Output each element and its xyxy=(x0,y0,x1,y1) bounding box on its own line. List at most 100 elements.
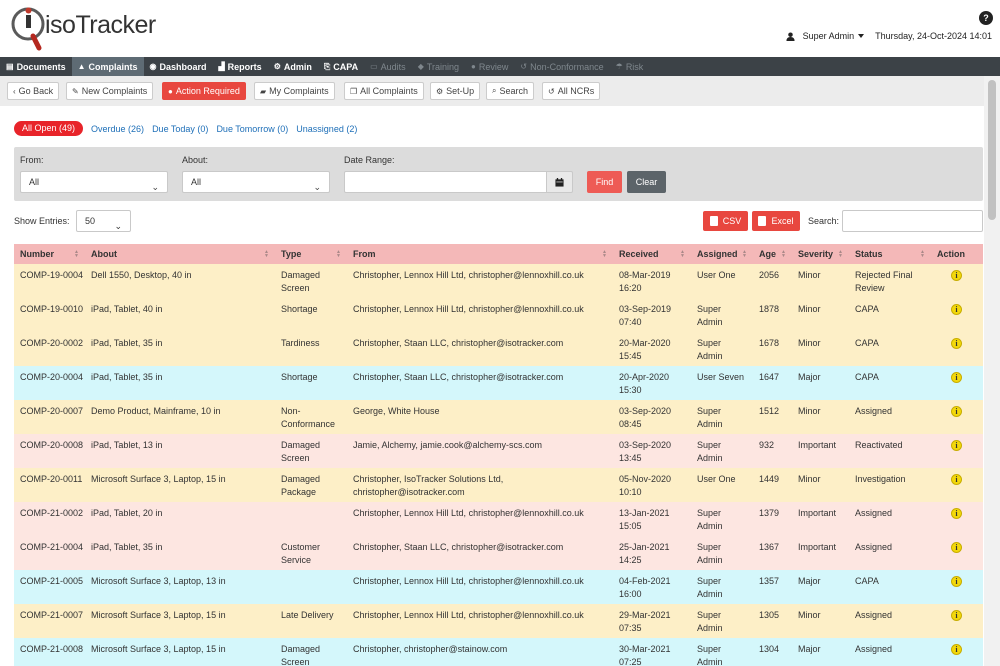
nav-dashboard[interactable]: ◉ Dashboard xyxy=(144,57,213,76)
complaints-table: Number ▲ ▼ About ▲ ▼ Type ▲ ▼ From ▲ ▼ Received ▲ ▼ Ass… xyxy=(14,244,983,666)
csv-export-button[interactable]: CSV xyxy=(703,211,748,231)
info-icon[interactable]: i xyxy=(951,644,962,655)
column-header-assigned[interactable]: Assigned ▲ ▼ xyxy=(691,244,753,264)
set-up-button[interactable]: ⚙ Set-Up xyxy=(430,82,481,100)
cell-number: COMP-21-0002 xyxy=(20,508,84,518)
column-header-age[interactable]: Age ▲ ▼ xyxy=(753,244,792,264)
nav-complaints[interactable]: ▲ Complaints xyxy=(71,57,144,76)
user-name[interactable]: Super Admin xyxy=(802,31,855,41)
table-row[interactable]: COMP-21-0002 iPad, Tablet, 20 in Christoph… xyxy=(14,502,983,536)
info-icon[interactable]: i xyxy=(951,508,962,519)
sort-icon[interactable]: ▲ ▼ xyxy=(920,249,925,259)
cell-type: Shortage xyxy=(275,303,347,316)
new-complaints-button[interactable]: ✎ New Complaints xyxy=(66,82,154,100)
table-row[interactable]: COMP-19-0010 iPad, Tablet, 40 in Shortage C… xyxy=(14,298,983,332)
nav-training[interactable]: ◆ Training xyxy=(412,57,465,76)
caret-down-icon[interactable] xyxy=(858,34,865,38)
table-search-input[interactable] xyxy=(842,210,983,232)
info-icon[interactable]: i xyxy=(951,270,962,281)
sort-icon[interactable]: ▲ ▼ xyxy=(680,249,685,259)
go-back-button[interactable]: ‹ Go Back xyxy=(7,82,60,100)
filter-due-tomorrow[interactable]: Due Tomorrow (0) xyxy=(216,123,289,134)
table-row[interactable]: COMP-21-0005 Microsoft Surface 3, Laptop,… xyxy=(14,570,983,604)
about-select[interactable]: All ⌄ xyxy=(182,171,330,193)
filter-unassigned[interactable]: Unassigned (2) xyxy=(296,123,358,134)
info-icon[interactable]: i xyxy=(951,372,962,383)
csv-file-icon xyxy=(709,216,718,226)
table-row[interactable]: COMP-21-0008 Microsoft Surface 3, Laptop,… xyxy=(14,638,983,666)
cell-line: Christopher, Lennox Hill Ltd, christophe… xyxy=(353,610,584,620)
nav-audits[interactable]: ▭ Audits xyxy=(364,57,412,76)
help-icon[interactable]: ? xyxy=(979,11,993,25)
sort-icon[interactable]: ▲ ▼ xyxy=(264,249,269,259)
sort-icon[interactable]: ▲ ▼ xyxy=(602,249,607,259)
nav-risk[interactable]: ☂ Risk xyxy=(610,57,650,76)
cell-received: 08-Mar-2019 16:20 xyxy=(613,269,691,295)
user-menu[interactable]: Super Admin Thursday, 24-Oct-2024 14:01 xyxy=(786,31,992,41)
entries-per-page-select[interactable]: 50 ⌄ xyxy=(76,210,131,232)
all-ncrs-button[interactable]: ↺ All NCRs xyxy=(542,82,601,100)
search-button[interactable]: ⌕ Search xyxy=(486,82,535,100)
isotracker-logo[interactable]: isoTracker xyxy=(8,4,156,51)
all-complaints-button[interactable]: ❐ All Complaints xyxy=(344,82,424,100)
info-icon[interactable]: i xyxy=(951,406,962,417)
nav-documents[interactable]: ▤ Documents xyxy=(0,57,72,76)
table-row[interactable]: COMP-20-0002 iPad, Tablet, 35 in Tardiness… xyxy=(14,332,983,366)
column-header-from[interactable]: From ▲ ▼ xyxy=(347,244,613,264)
filter-all-open[interactable]: All Open (49) xyxy=(14,121,84,136)
button-label: All Complaints xyxy=(360,86,418,96)
cell-line: Admin xyxy=(697,657,723,666)
table-row[interactable]: COMP-21-0004 iPad, Tablet, 35 in Customer S… xyxy=(14,536,983,570)
info-icon[interactable]: i xyxy=(951,542,962,553)
table-row[interactable]: COMP-20-0011 Microsoft Surface 3, Laptop,… xyxy=(14,468,983,502)
column-header-about[interactable]: About ▲ ▼ xyxy=(85,244,275,264)
date-range-input[interactable] xyxy=(344,171,547,193)
nav-label: Documents xyxy=(16,61,66,72)
find-button[interactable]: Find xyxy=(587,171,622,193)
excel-export-button[interactable]: Excel xyxy=(752,211,800,231)
table-row[interactable]: COMP-20-0008 iPad, Tablet, 13 in Damaged Sc… xyxy=(14,434,983,468)
nav-reports[interactable]: ▟ Reports xyxy=(213,57,268,76)
table-row[interactable]: COMP-21-0007 Microsoft Surface 3, Laptop,… xyxy=(14,604,983,638)
info-icon[interactable]: i xyxy=(951,304,962,315)
table-row[interactable]: COMP-19-0004 Dell 1550, Desktop, 40 in Dam… xyxy=(14,264,983,298)
filter-due-today[interactable]: Due Today (0) xyxy=(152,123,209,134)
column-header-number[interactable]: Number ▲ ▼ xyxy=(14,244,85,264)
cell-line: 29-Mar-2021 xyxy=(619,610,671,620)
sort-icon[interactable]: ▲ ▼ xyxy=(74,249,79,259)
info-icon[interactable]: i xyxy=(951,610,962,621)
cell-from: George, White House xyxy=(347,405,613,418)
info-icon[interactable]: i xyxy=(951,576,962,587)
filter-overdue[interactable]: Overdue (26) xyxy=(91,123,145,134)
magnifier-logo-icon xyxy=(11,7,45,51)
column-header-severity[interactable]: Severity ▲ ▼ xyxy=(792,244,849,264)
cell-line: 07:40 xyxy=(619,317,642,327)
cell-severity: Minor xyxy=(798,270,821,280)
clear-button[interactable]: Clear xyxy=(627,171,666,193)
table-row[interactable]: COMP-20-0004 iPad, Tablet, 35 in Shortage C… xyxy=(14,366,983,400)
scrollbar-thumb[interactable] xyxy=(988,80,996,220)
nav-capa[interactable]: ⎘ CAPA xyxy=(318,57,364,76)
nav-admin[interactable]: ⚙ Admin xyxy=(268,57,318,76)
page-scrollbar[interactable] xyxy=(984,76,1000,666)
from-select[interactable]: All ⌄ xyxy=(20,171,168,193)
table-row[interactable]: COMP-20-0007 Demo Product, Mainframe, 10 … xyxy=(14,400,983,434)
column-header-status[interactable]: Status ▲ ▼ xyxy=(849,244,931,264)
column-header-received[interactable]: Received ▲ ▼ xyxy=(613,244,691,264)
info-icon[interactable]: i xyxy=(951,338,962,349)
sort-icon[interactable]: ▲ ▼ xyxy=(781,249,786,259)
info-icon[interactable]: i xyxy=(951,440,962,451)
button-label: Go Back xyxy=(18,86,54,96)
sort-icon[interactable]: ▲ ▼ xyxy=(838,249,843,259)
info-icon[interactable]: i xyxy=(951,474,962,485)
calendar-button[interactable] xyxy=(547,171,573,193)
sort-icon[interactable]: ▲ ▼ xyxy=(742,249,747,259)
sort-icon[interactable]: ▲ ▼ xyxy=(336,249,341,259)
nav-non-conformance[interactable]: ↺ Non-Conformance xyxy=(514,57,609,76)
nav-review[interactable]: ● Review xyxy=(465,57,514,76)
column-header-type[interactable]: Type ▲ ▼ xyxy=(275,244,347,264)
column-header-action[interactable]: Action xyxy=(931,244,983,264)
my-complaints-button[interactable]: ▰ My Complaints xyxy=(254,82,335,100)
cell-severity: Minor xyxy=(798,474,821,484)
action-required-button[interactable]: ● Action Required xyxy=(162,82,246,100)
